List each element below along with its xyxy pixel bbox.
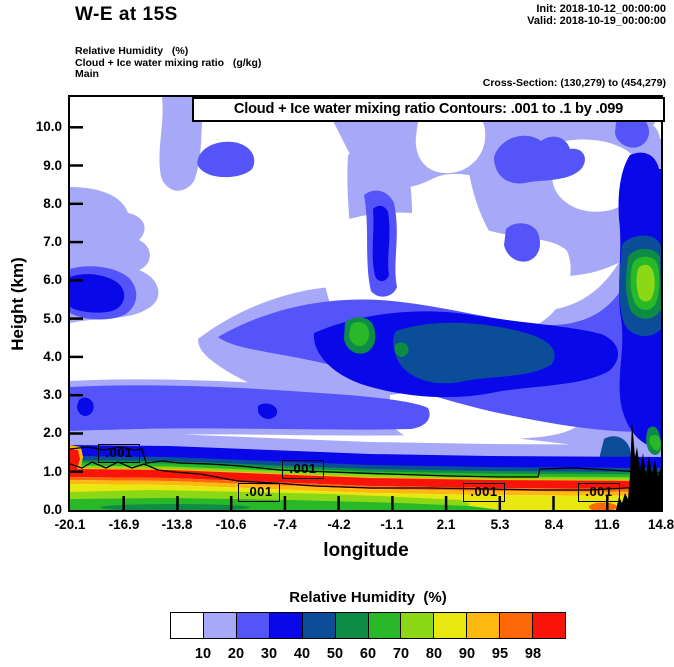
x-tick-label: -4.2 — [327, 517, 351, 532]
y-tick-label: 5.0 — [43, 311, 62, 326]
legend-label: 90 — [458, 646, 476, 662]
cross-section-info: Cross-Section: (130,279) to (454,279) — [482, 77, 666, 89]
legend-swatch — [171, 613, 204, 638]
x-tick-label: 14.8 — [647, 517, 674, 532]
y-tick-label: 4.0 — [43, 349, 62, 364]
legend-swatch — [500, 613, 534, 638]
y-tick-label: 1.0 — [43, 464, 62, 479]
legend-swatch — [302, 613, 336, 638]
cloud-ice-contour-lines — [70, 446, 661, 491]
legend-label: 20 — [227, 646, 245, 662]
y-tick-label: 0.0 — [43, 502, 62, 517]
page-title: W-E at 15S — [75, 4, 178, 25]
y-tick-label: 6.0 — [43, 272, 62, 287]
valid-time: Valid: 2018-10-19_00:00:00 — [527, 15, 666, 27]
rh-70-80-regions — [636, 264, 655, 302]
legend-label: 60 — [359, 646, 377, 662]
x-tick-label: -16.9 — [108, 517, 140, 532]
legend-label: 40 — [293, 646, 311, 662]
legend-label: 98 — [524, 646, 542, 662]
legend-label: 10 — [194, 646, 212, 662]
legend-tick-labels: 10 20 30 40 50 60 70 80 90 95 98 — [170, 646, 566, 664]
axis-tick-marks — [70, 126, 609, 510]
legend-label: 30 — [260, 646, 278, 662]
contour-value-label: .001 — [282, 460, 324, 479]
legend-label: 70 — [392, 646, 410, 662]
legend-label: 80 — [425, 646, 443, 662]
y-tick-label: 7.0 — [43, 234, 62, 249]
x-tick-label: -13.8 — [161, 517, 193, 532]
y-tick-label: 10.0 — [35, 119, 62, 134]
x-tick-label: 8.4 — [544, 517, 564, 532]
field-list: Relative Humidity (%) Cloud + Ice water … — [75, 45, 262, 81]
y-tick-label: 3.0 — [43, 387, 62, 402]
contour-spec-title: Cloud + Ice water mixing ratio Contours:… — [192, 97, 665, 122]
x-tick-label: 11.6 — [594, 517, 620, 532]
legend-swatch — [533, 613, 566, 638]
x-tick-label: 2.1 — [436, 517, 456, 532]
contour-value-label: .001 — [463, 483, 505, 502]
legend-swatch — [467, 613, 501, 638]
y-axis-title: Height (km) — [8, 257, 27, 351]
x-tick-label: -1.1 — [380, 517, 404, 532]
legend-swatch — [368, 613, 402, 638]
field-cloud-ice: Cloud + Ice water mixing ratio (g/kg) — [75, 56, 262, 69]
field-main: Main — [75, 68, 99, 80]
y-tick-label: 2.0 — [43, 425, 62, 440]
x-axis-title: longitude — [323, 540, 409, 561]
init-time: Init: 2018-10-12_00:00:00 — [536, 3, 666, 15]
cross-section-plot: Cloud + Ice water mixing ratio Contours:… — [68, 95, 665, 512]
contour-fill-canvas — [70, 97, 661, 510]
legend-swatch — [236, 613, 270, 638]
contour-value-label: .001 — [578, 483, 620, 502]
legend-swatch — [269, 613, 303, 638]
x-tick-label: 5.3 — [490, 517, 510, 532]
x-tick-label: -20.1 — [54, 517, 86, 532]
legend-swatch — [434, 613, 468, 638]
legend-swatch — [335, 613, 369, 638]
legend-swatch — [401, 613, 435, 638]
y-tick-label: 8.0 — [43, 196, 62, 211]
contour-value-label: .001 — [238, 483, 280, 502]
surface-moist-layer — [70, 445, 661, 510]
contour-value-label: .001 — [98, 444, 140, 463]
field-rh: Relative Humidity (%) — [75, 45, 189, 57]
legend-colorbar — [170, 612, 566, 639]
legend-label: 50 — [326, 646, 344, 662]
y-tick-label: 9.0 — [43, 158, 62, 173]
x-tick-label: -7.4 — [273, 517, 297, 532]
legend-swatch — [203, 613, 237, 638]
legend-title: Relative Humidity (%) — [289, 589, 447, 606]
legend-label: 95 — [491, 646, 509, 662]
terrain-silhouette — [616, 421, 661, 510]
x-tick-label: -10.6 — [215, 517, 247, 532]
